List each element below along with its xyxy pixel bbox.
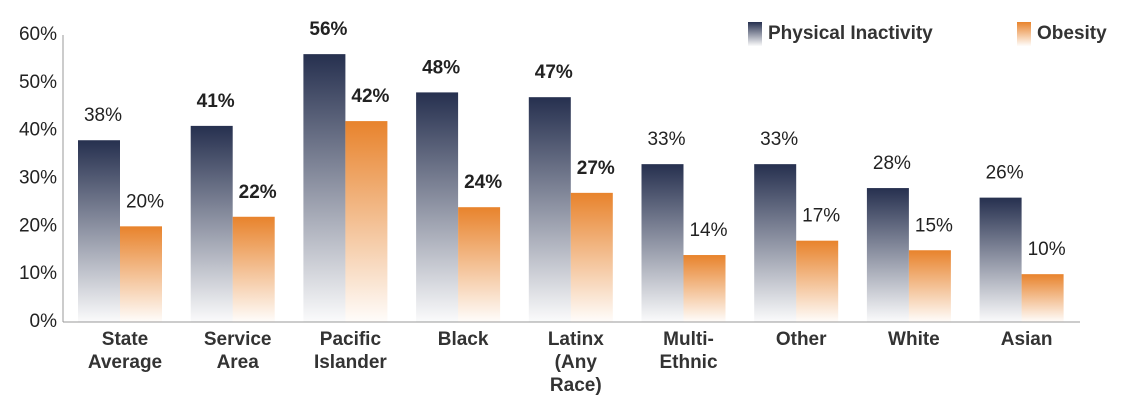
bar [641, 164, 684, 322]
bar [232, 216, 275, 322]
data-label: 26% [986, 163, 1024, 184]
bar [683, 255, 726, 322]
bar [120, 226, 162, 322]
data-label: 33% [647, 129, 685, 150]
bar [979, 197, 1022, 322]
x-tick-label: Pacific Islander [314, 329, 387, 373]
y-tick-label: 40% [19, 120, 57, 141]
x-tick-label: Black [438, 329, 489, 350]
data-label: 28% [873, 153, 911, 174]
y-tick-label: 60% [19, 24, 57, 45]
x-tick-label: Latinx (Any Race) [548, 329, 604, 396]
data-label: 10% [1028, 239, 1066, 260]
data-label: 38% [84, 105, 122, 126]
data-label: 42% [351, 86, 389, 107]
bar [754, 164, 797, 322]
bar [528, 97, 571, 322]
legend-label: Physical Inactivity [768, 23, 933, 44]
data-label: 56% [309, 19, 347, 40]
data-label: 17% [802, 206, 840, 227]
bar [78, 140, 120, 322]
y-tick-label: 30% [19, 168, 57, 189]
bar [908, 250, 951, 322]
data-label: 24% [464, 172, 502, 193]
y-tick-label: 0% [30, 311, 58, 332]
bar [458, 207, 501, 322]
bar [416, 92, 459, 323]
y-tick-label: 50% [19, 72, 57, 93]
x-tick-label: State Average [88, 329, 162, 373]
legend-swatch [1017, 22, 1031, 46]
data-label: 20% [126, 191, 164, 212]
x-tick-label: Asian [1001, 329, 1053, 350]
bar [570, 192, 613, 322]
data-label: 33% [760, 129, 798, 150]
y-tick-label: 20% [19, 215, 57, 236]
x-tick-label: Other [776, 329, 827, 350]
legend-swatch [748, 22, 762, 46]
legend-label: Obesity [1037, 23, 1107, 44]
bar [190, 125, 233, 322]
data-label: 22% [239, 182, 277, 203]
bar [345, 121, 388, 322]
bar [303, 54, 346, 323]
data-label: 47% [535, 62, 573, 83]
y-tick-label: 10% [19, 263, 57, 284]
data-label: 27% [577, 158, 615, 179]
data-label: 15% [915, 215, 953, 236]
x-tick-label: White [888, 329, 940, 350]
x-tick-label: Multi-Ethnic [659, 329, 717, 373]
bar [866, 188, 909, 322]
bar [1021, 274, 1064, 322]
data-label: 41% [197, 91, 235, 112]
bar [796, 240, 839, 322]
data-label: 14% [689, 220, 727, 241]
data-label: 48% [422, 57, 460, 78]
x-tick-label: Service Area [204, 329, 272, 373]
